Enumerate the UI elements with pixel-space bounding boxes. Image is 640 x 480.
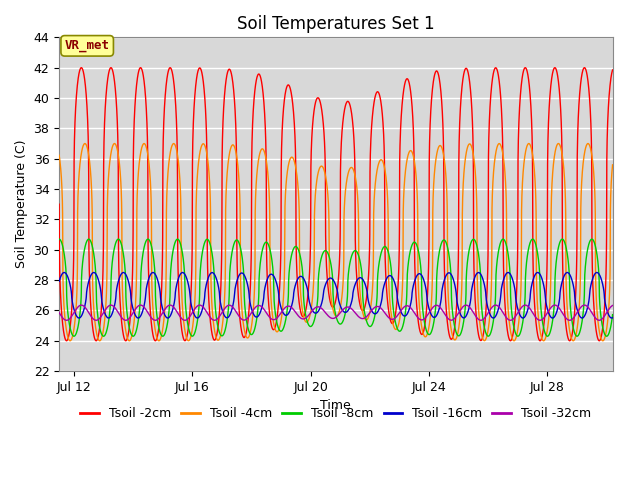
Y-axis label: Soil Temperature (C): Soil Temperature (C) [15, 140, 28, 268]
X-axis label: Time: Time [321, 399, 351, 412]
Legend: Tsoil -2cm, Tsoil -4cm, Tsoil -8cm, Tsoil -16cm, Tsoil -32cm: Tsoil -2cm, Tsoil -4cm, Tsoil -8cm, Tsoi… [76, 402, 596, 425]
Title: Soil Temperatures Set 1: Soil Temperatures Set 1 [237, 15, 435, 33]
Text: VR_met: VR_met [65, 39, 109, 52]
